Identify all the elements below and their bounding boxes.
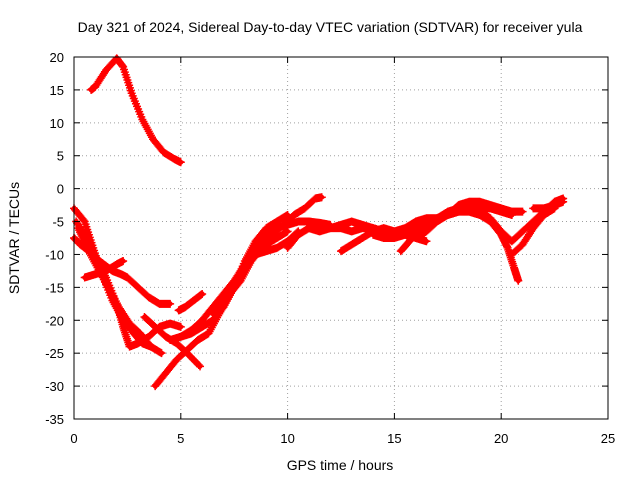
x-tick-label: 5: [177, 431, 184, 446]
data-point: [196, 362, 205, 371]
series-arc-21: [529, 197, 568, 213]
x-tick-label: 0: [70, 431, 77, 446]
data-point: [198, 289, 207, 298]
data-point: [317, 193, 326, 202]
y-tick-label: -10: [45, 247, 64, 262]
y-tick-label: -25: [45, 346, 64, 361]
y-tick-label: 0: [57, 182, 64, 197]
data-point: [119, 257, 128, 266]
series-arc-19: [411, 197, 527, 242]
series-layer: [70, 54, 568, 391]
data-point: [176, 158, 185, 167]
series-arc-4: [74, 224, 166, 358]
data-point: [514, 276, 523, 285]
y-tick-label: -20: [45, 313, 64, 328]
x-tick-label: 20: [494, 431, 508, 446]
y-tick-label: -15: [45, 280, 64, 295]
series-arc-6: [80, 257, 128, 282]
y-tick-label: 10: [50, 116, 64, 131]
tick-layer: 0 5 10 15 20 25 -35 -30 -25 -20 -15 -10 -5 0 5 10 15 20: [45, 50, 615, 446]
y-tick-label: 5: [57, 149, 64, 164]
data-point: [422, 237, 431, 246]
y-tick-label: -35: [45, 412, 64, 427]
y-tick-label: 15: [50, 83, 64, 98]
plot-frame: [73, 56, 609, 420]
data-point: [157, 349, 166, 358]
y-tick-label: -5: [52, 215, 64, 230]
data-point: [283, 210, 292, 219]
series-arc-9: [166, 217, 335, 345]
x-tick-label: 10: [280, 431, 294, 446]
chart-title: Day 321 of 2024, Sidereal Day-to-day VTE…: [78, 19, 583, 35]
series-arc-13: [230, 210, 292, 292]
series-arc-1: [87, 54, 185, 167]
x-tick-label: 25: [601, 431, 615, 446]
y-tick-label: -30: [45, 379, 64, 394]
x-tick-label: 15: [387, 431, 401, 446]
series-line: [167, 219, 333, 343]
series-arc-12: [208, 227, 292, 318]
data-point: [518, 207, 527, 216]
data-point: [559, 197, 568, 206]
data-point: [283, 227, 292, 236]
series-arc-11: [174, 289, 207, 315]
data-point: [176, 322, 185, 331]
y-axis-label: SDTVAR / TECUs: [6, 182, 22, 294]
series-arc-5: [70, 234, 175, 308]
x-axis-label: GPS time / hours: [287, 457, 394, 473]
data-point: [166, 299, 175, 308]
y-tick-label: 20: [50, 50, 64, 65]
data-point: [194, 361, 203, 370]
